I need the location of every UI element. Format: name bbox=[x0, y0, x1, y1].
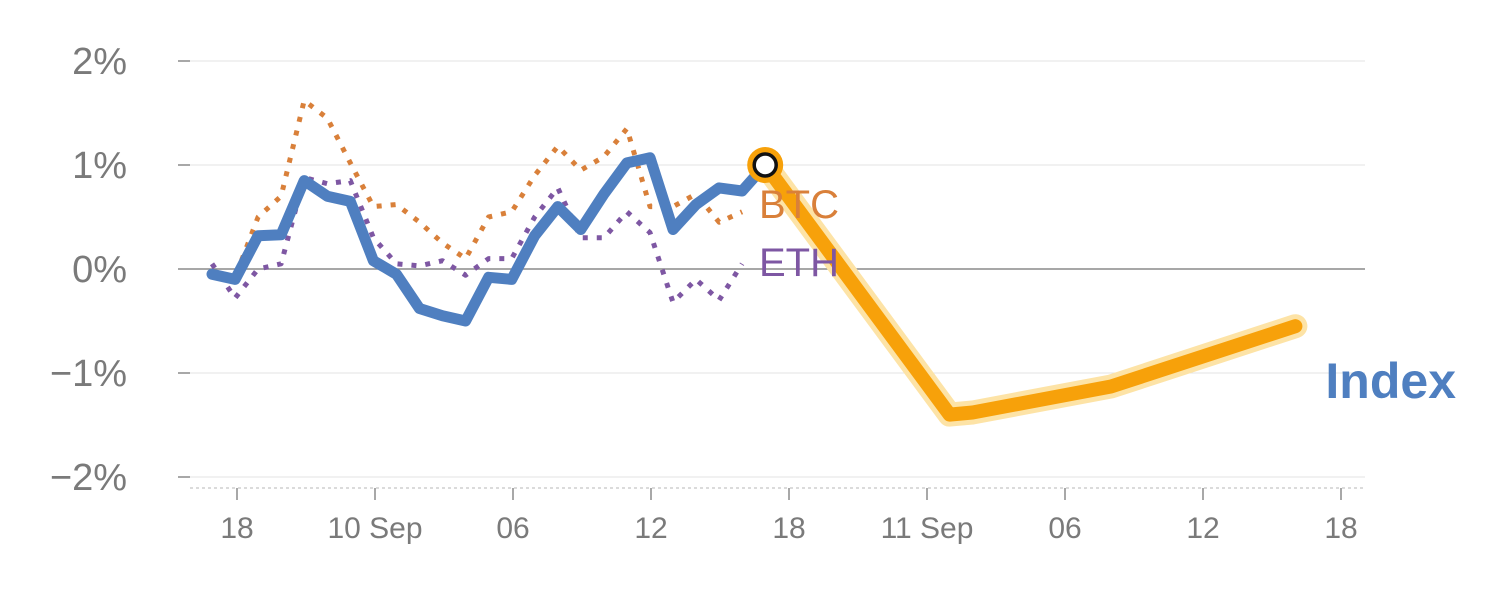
x-tick-label: 12 bbox=[634, 512, 667, 545]
x-tick-label: 06 bbox=[1048, 512, 1081, 545]
x-tick-label: 10 Sep bbox=[327, 512, 422, 545]
index-series-line bbox=[206, 152, 771, 327]
y-tick-label: 1% bbox=[72, 145, 127, 187]
y-tick-label: 0% bbox=[72, 249, 127, 291]
x-axis: 18 10 Sep 06 12 18 11 Sep 06 12 18 bbox=[190, 487, 1365, 545]
x-tick-label: 18 bbox=[1324, 512, 1357, 545]
y-tick-label: 2% bbox=[72, 41, 127, 83]
highlight-marker bbox=[752, 152, 778, 178]
highlight-marker-group bbox=[747, 147, 784, 183]
eth-series-line bbox=[209, 175, 745, 305]
y-tick-label: −1% bbox=[50, 353, 127, 395]
y-tick-label: −2% bbox=[50, 457, 127, 499]
series-lines bbox=[206, 98, 1308, 427]
x-tick-label: 18 bbox=[772, 512, 805, 545]
btc-series-label: BTC bbox=[759, 183, 839, 227]
x-tick-label: 12 bbox=[1186, 512, 1219, 545]
eth-series-label: ETH bbox=[759, 241, 839, 285]
x-tick-label: 06 bbox=[496, 512, 529, 545]
y-axis-ticks: 2% 1% 0% −1% −2% bbox=[50, 41, 190, 499]
index-series-label: Index bbox=[1325, 353, 1456, 409]
x-tick-label: 18 bbox=[220, 512, 253, 545]
x-tick-label: 11 Sep bbox=[881, 512, 974, 545]
index-highlight-glow bbox=[753, 153, 1308, 427]
index-highlight-line bbox=[758, 158, 1303, 422]
